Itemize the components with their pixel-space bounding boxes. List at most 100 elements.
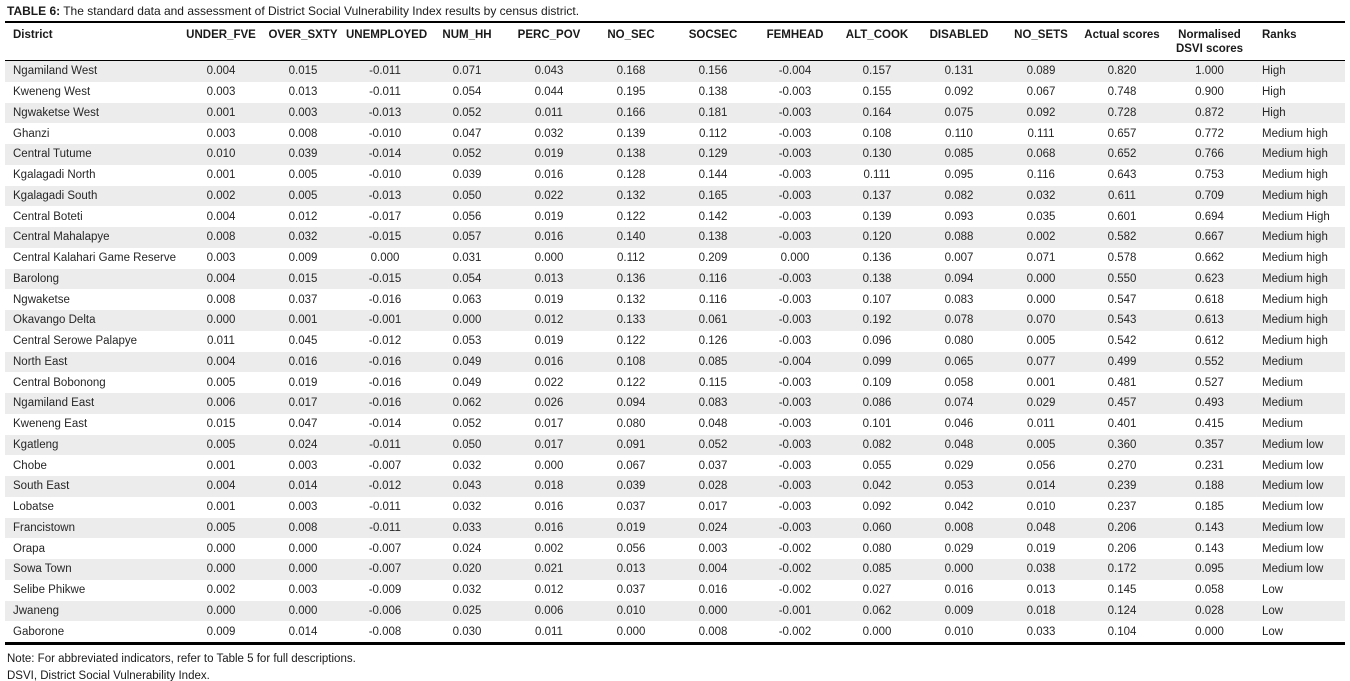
value-cell: 0.231 — [1195, 459, 1224, 472]
value-cell: 0.091 — [616, 438, 646, 451]
column-header-alt-cook: ALT_COOK — [836, 22, 918, 61]
value-cell: 0.172 — [1107, 563, 1137, 576]
district-cell: North East — [13, 355, 68, 368]
value-cell: 0.080 — [944, 335, 974, 348]
rank-cell: Medium high — [1262, 231, 1328, 244]
value-cell: 0.070 — [1026, 314, 1056, 327]
value-cell: 0.143 — [1195, 542, 1224, 555]
value-cell: 0.052 — [698, 438, 728, 451]
value-cell: 0.662 — [1195, 252, 1224, 265]
value-cell: 0.048 — [698, 418, 728, 431]
value-cell: 0.039 — [616, 480, 646, 493]
value-cell: 0.026 — [534, 397, 564, 410]
value-cell: 0.016 — [534, 231, 564, 244]
value-cell: 0.071 — [1026, 252, 1056, 265]
column-header-disabled: DISABLED — [918, 22, 1000, 61]
value-cell: 0.001 — [206, 501, 236, 514]
value-cell: 0.145 — [1107, 584, 1137, 597]
value-cell: 0.000 — [780, 252, 810, 265]
value-cell: 0.065 — [944, 355, 974, 368]
value-cell: 0.025 — [452, 604, 482, 617]
rank-cell: Medium low — [1262, 480, 1324, 493]
value-cell: 0.075 — [944, 106, 974, 119]
table-row: Central Mahalapye 0.008 0.032 -0.015 0.057 0.… — [5, 227, 1345, 248]
value-cell: 0.209 — [698, 252, 728, 265]
value-cell: 0.543 — [1107, 314, 1137, 327]
column-header-under-fve: UNDER_FVE — [180, 22, 262, 61]
value-cell: -0.001 — [368, 314, 402, 327]
value-cell: 0.601 — [1107, 210, 1137, 223]
value-cell: 0.481 — [1107, 376, 1137, 389]
value-cell: 0.019 — [534, 210, 564, 223]
value-cell: 0.005 — [1026, 438, 1056, 451]
value-cell: 0.120 — [862, 231, 892, 244]
district-cell: Central Boteti — [13, 210, 83, 223]
value-cell: -0.013 — [368, 106, 402, 119]
value-cell: 0.016 — [534, 501, 564, 514]
value-cell: 0.056 — [452, 210, 482, 223]
value-cell: 0.017 — [288, 397, 318, 410]
value-cell: 0.136 — [616, 272, 646, 285]
value-cell: -0.007 — [368, 563, 402, 576]
rank-cell: Low — [1262, 584, 1284, 597]
district-cell: Kgalagadi North — [13, 169, 96, 182]
value-cell: 0.001 — [288, 314, 318, 327]
value-cell: 0.357 — [1195, 438, 1224, 451]
value-cell: 0.499 — [1107, 355, 1137, 368]
value-cell: 0.003 — [288, 106, 318, 119]
value-cell: -0.003 — [778, 127, 812, 140]
value-cell: 0.003 — [288, 501, 318, 514]
value-cell: 0.015 — [288, 272, 318, 285]
value-cell: -0.003 — [778, 397, 812, 410]
value-cell: 0.237 — [1107, 501, 1137, 514]
value-cell: -0.016 — [368, 397, 402, 410]
value-cell: 0.015 — [288, 65, 318, 78]
district-cell: Barolong — [13, 272, 60, 285]
value-cell: 0.900 — [1195, 86, 1224, 99]
value-cell: 0.085 — [944, 148, 974, 161]
value-cell: 0.124 — [1107, 604, 1137, 617]
value-cell: 0.109 — [862, 376, 892, 389]
value-cell: -0.011 — [369, 86, 401, 99]
value-cell: 0.139 — [862, 210, 892, 223]
value-cell: -0.003 — [778, 501, 812, 514]
value-cell: 0.080 — [862, 542, 892, 555]
column-header-perc-pov: PERC_POV — [508, 22, 590, 61]
value-cell: 0.071 — [452, 65, 482, 78]
value-cell: 0.111 — [1027, 127, 1055, 140]
table-row: Kweneng West 0.003 0.013 -0.011 0.054 0.044 0.… — [5, 81, 1345, 103]
value-cell: -0.003 — [778, 272, 812, 285]
value-cell: 0.024 — [288, 438, 318, 451]
table-row: Selibe Phikwe 0.002 0.003 -0.009 0.032 0.012 0… — [5, 579, 1345, 601]
rank-cell: Medium high — [1262, 169, 1328, 182]
value-cell: 0.055 — [862, 459, 892, 472]
value-cell: 0.019 — [288, 376, 318, 389]
value-cell: -0.012 — [368, 335, 402, 348]
value-cell: 0.009 — [206, 625, 236, 638]
value-cell: 0.086 — [862, 397, 892, 410]
table-row: Sowa Town 0.000 0.000 -0.007 0.020 0.021 0.013… — [5, 559, 1345, 580]
table-row: Kgalagadi South 0.002 0.005 -0.013 0.050 0.02… — [5, 185, 1345, 207]
rank-cell: Medium low — [1262, 438, 1324, 451]
table-caption-text: The standard data and assessment of Dist… — [60, 4, 580, 18]
value-cell: 0.129 — [698, 148, 728, 161]
value-cell: 0.143 — [1195, 521, 1224, 534]
value-cell: 0.019 — [534, 335, 564, 348]
value-cell: 0.728 — [1107, 106, 1137, 119]
value-cell: 0.493 — [1195, 397, 1224, 410]
value-cell: 0.157 — [862, 65, 892, 78]
value-cell: 0.001 — [1026, 376, 1056, 389]
value-cell: 0.612 — [1195, 335, 1224, 348]
value-cell: 0.053 — [944, 480, 974, 493]
rank-cell: Medium low — [1262, 542, 1324, 555]
value-cell: 0.185 — [1195, 501, 1224, 514]
value-cell: 0.028 — [1195, 604, 1224, 617]
value-cell: 0.092 — [1026, 106, 1056, 119]
value-cell: 0.050 — [452, 189, 482, 202]
value-cell: 0.144 — [698, 169, 728, 182]
value-cell: 0.140 — [616, 231, 646, 244]
value-cell: -0.014 — [368, 148, 402, 161]
value-cell: 0.401 — [1107, 418, 1137, 431]
value-cell: -0.003 — [778, 314, 812, 327]
value-cell: 0.753 — [1195, 169, 1224, 182]
